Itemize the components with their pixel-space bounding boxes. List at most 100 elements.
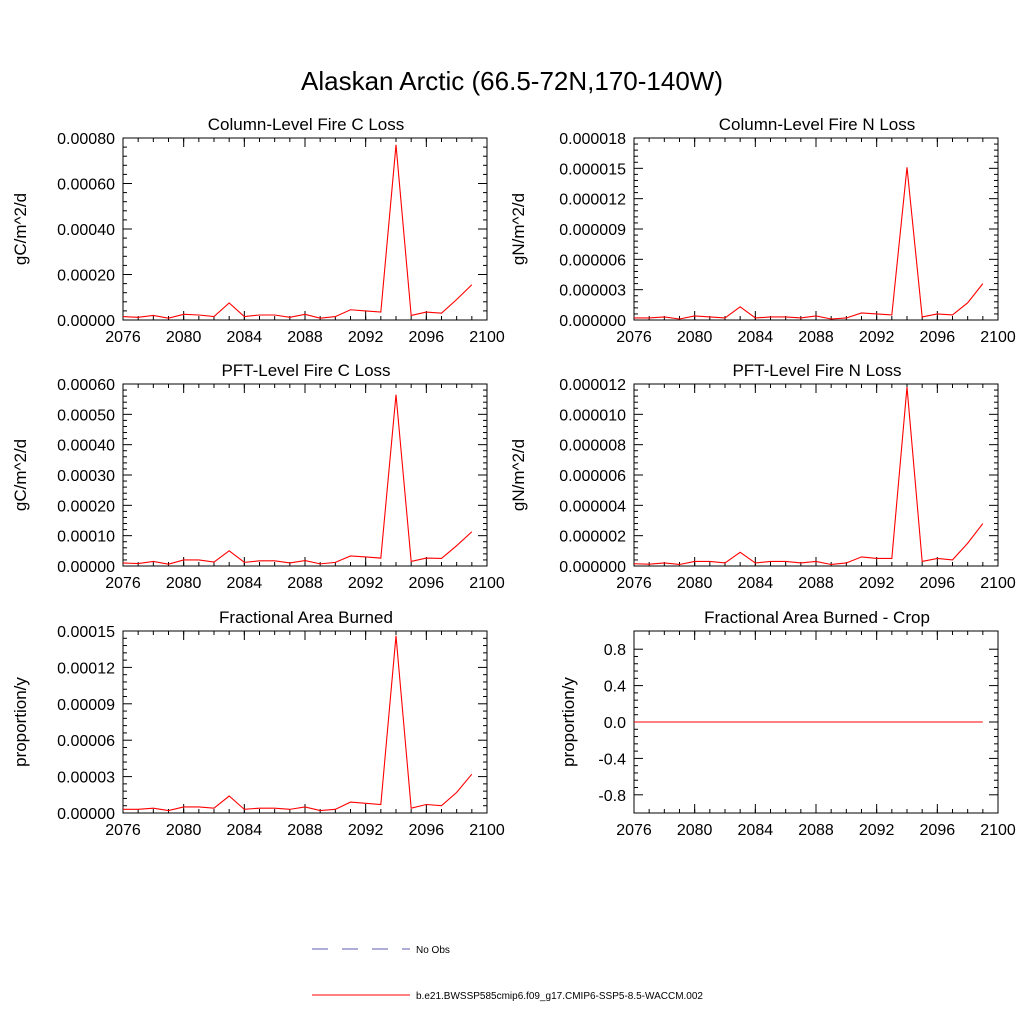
y-tick-label: 0.000002 [559, 529, 626, 546]
x-tick-label: 2088 [798, 329, 834, 346]
y-tick-label: 0.000008 [559, 438, 626, 455]
x-tick-label: 2096 [920, 575, 956, 592]
panel-2: Column-Level Fire N Loss gN/m^2/d 2076 2080… [509, 115, 1016, 346]
x-tick-label: 2088 [287, 822, 323, 839]
panels: Column-Level Fire C Loss gC/m^2/d 2076 2080… [11, 115, 1016, 839]
x-tick-label: 2092 [348, 822, 384, 839]
x-tick-label: 2100 [980, 575, 1016, 592]
x-tick-label: 2076 [616, 329, 652, 346]
x-tick-label: 2084 [738, 329, 774, 346]
x-tick-label: 2096 [409, 329, 445, 346]
y-tick-label: 0.4 [604, 679, 626, 696]
y-axis-label: gC/m^2/d [11, 439, 30, 511]
legend: No Obs b.e21.BWSSP585cmip6.f09_g17.CMIP6… [312, 945, 703, 1002]
y-tick-label: 0.8 [604, 642, 626, 659]
y-tick-label: 0.000000 [559, 313, 626, 330]
x-tick-label: 2092 [348, 329, 384, 346]
series-line-1 [633, 386, 984, 566]
plot-frame [633, 137, 999, 321]
x-tick-label: 2088 [798, 822, 834, 839]
x-tick-label: 2100 [980, 329, 1016, 346]
x-tick-label: 2100 [469, 822, 505, 839]
y-tick-label: 0.000010 [559, 407, 626, 424]
plot-frame [122, 630, 488, 814]
y-axis-label: gN/m^2/d [509, 439, 528, 511]
legend-label-model: b.e21.BWSSP585cmip6.f09_g17.CMIP6-SSP5-8… [416, 991, 703, 1002]
x-tick-label: 2084 [738, 575, 774, 592]
y-tick-label: 0.000012 [559, 377, 626, 394]
plot-frame [122, 137, 488, 321]
figure-title: Alaskan Arctic (66.5-72N,170-140W) [301, 66, 723, 96]
x-tick-label: 2084 [227, 822, 263, 839]
series-line-1 [123, 635, 473, 812]
x-tick-label: 2092 [859, 822, 895, 839]
panel-6: Fractional Area Burned - Crop proportion/… [559, 608, 1016, 839]
x-tick-label: 2092 [859, 329, 895, 346]
y-tick-label: 0.00050 [57, 407, 115, 424]
x-tick-label: 2096 [920, 329, 956, 346]
x-tick-label: 2088 [287, 575, 323, 592]
x-tick-label: 2076 [616, 822, 652, 839]
panel-4: PFT-Level Fire N Loss gN/m^2/d 2076 2080 208… [509, 361, 1016, 592]
y-tick-label: 0.00003 [57, 770, 115, 787]
y-tick-label: 0.000006 [559, 252, 626, 269]
y-tick-label: 0.000012 [559, 192, 626, 209]
panel-3: PFT-Level Fire C Loss gC/m^2/d 2076 2080 208… [11, 361, 505, 592]
y-tick-label: 0.00060 [57, 377, 115, 394]
x-tick-label: 2080 [677, 822, 713, 839]
panel-title: Fractional Area Burned [219, 608, 393, 627]
x-tick-label: 2088 [287, 329, 323, 346]
x-tick-label: 2080 [166, 329, 202, 346]
y-tick-label: 0.00040 [57, 222, 115, 239]
panel-title: Fractional Area Burned - Crop [704, 608, 930, 627]
x-tick-label: 2084 [227, 575, 263, 592]
x-tick-label: 2088 [798, 575, 834, 592]
panel-title: Column-Level Fire C Loss [208, 115, 405, 134]
x-tick-label: 2080 [166, 822, 202, 839]
x-tick-label: 2096 [409, 822, 445, 839]
x-tick-label: 2084 [738, 822, 774, 839]
series-line-1 [122, 394, 473, 565]
x-tick-label: 2080 [677, 329, 713, 346]
x-tick-label: 2076 [105, 575, 141, 592]
x-tick-label: 2084 [227, 329, 263, 346]
panel-5: Fractional Area Burned proportion/y 2076 20… [11, 608, 505, 839]
plot-frame [633, 383, 999, 567]
x-tick-label: 2092 [859, 575, 895, 592]
x-tick-label: 2096 [920, 822, 956, 839]
panel-title: Column-Level Fire N Loss [719, 115, 916, 134]
y-axis-label: gN/m^2/d [509, 193, 528, 265]
y-tick-label: 0.00009 [57, 697, 115, 714]
plot-frame [122, 383, 488, 567]
x-tick-label: 2100 [469, 329, 505, 346]
x-tick-label: 2080 [677, 575, 713, 592]
y-tick-label: 0.00006 [57, 733, 115, 750]
panel-title: PFT-Level Fire C Loss [221, 361, 390, 380]
y-tick-label: 0.00080 [57, 131, 115, 148]
legend-label-no-obs: No Obs [416, 945, 450, 956]
panel-title: PFT-Level Fire N Loss [732, 361, 901, 380]
y-tick-label: 0.000006 [559, 468, 626, 485]
y-tick-label: 0.00000 [57, 313, 115, 330]
x-tick-label: 2076 [105, 329, 141, 346]
series-line-1 [122, 144, 473, 319]
y-tick-label: 0.000003 [559, 283, 626, 300]
series-line-1 [634, 167, 984, 320]
x-tick-label: 2100 [469, 575, 505, 592]
x-tick-label: 2080 [166, 575, 202, 592]
y-tick-label: 0.00000 [57, 559, 115, 576]
y-tick-label: 0.00012 [57, 660, 115, 677]
y-tick-label: 0.000018 [559, 131, 626, 148]
x-tick-label: 2100 [980, 822, 1016, 839]
y-tick-label: 0.000009 [559, 222, 626, 239]
y-tick-label: -0.8 [598, 788, 626, 805]
y-tick-label: 0.000000 [559, 559, 626, 576]
y-tick-label: 0.00060 [57, 177, 115, 194]
y-tick-label: 0.00015 [57, 624, 115, 641]
x-tick-label: 2076 [105, 822, 141, 839]
y-tick-label: -0.4 [598, 751, 626, 768]
y-tick-label: 0.00030 [57, 468, 115, 485]
y-tick-label: 0.00040 [57, 438, 115, 455]
y-axis-label: proportion/y [559, 677, 578, 767]
